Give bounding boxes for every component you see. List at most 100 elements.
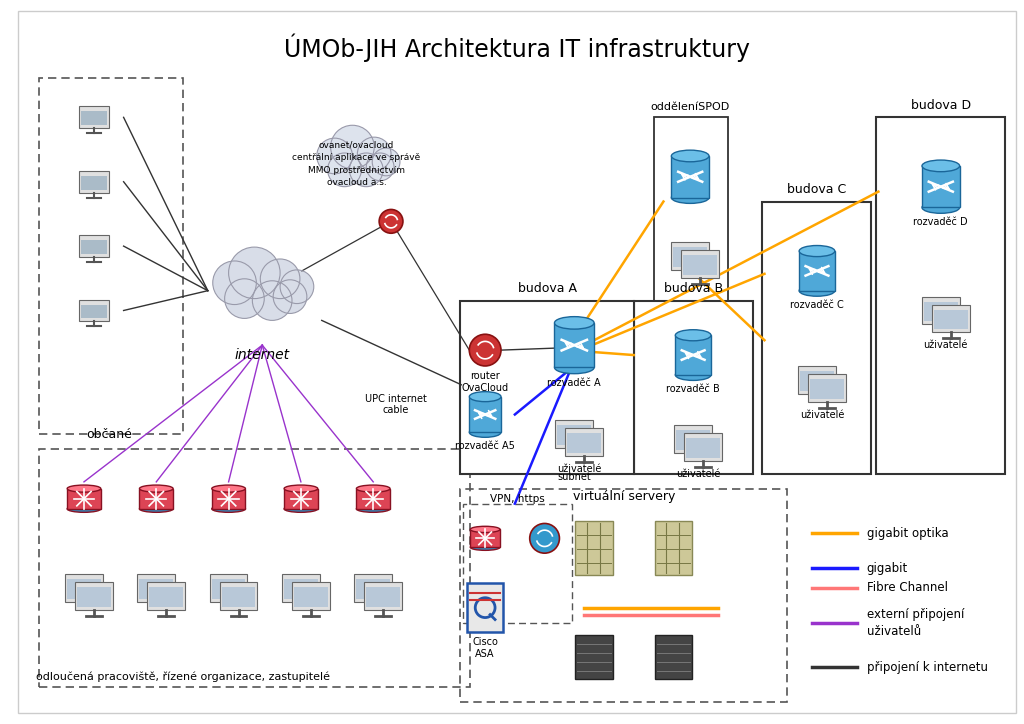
Circle shape (213, 261, 256, 305)
FancyBboxPatch shape (79, 106, 109, 128)
Ellipse shape (469, 392, 501, 402)
FancyBboxPatch shape (675, 426, 712, 453)
FancyBboxPatch shape (469, 397, 501, 432)
Circle shape (328, 153, 361, 187)
FancyBboxPatch shape (68, 489, 100, 509)
FancyBboxPatch shape (79, 235, 109, 257)
Text: ÚMOb-JIH Architektura IT infrastruktury: ÚMOb-JIH Architektura IT infrastruktury (284, 34, 750, 62)
Ellipse shape (676, 329, 711, 341)
FancyBboxPatch shape (367, 587, 400, 607)
Ellipse shape (68, 505, 100, 513)
Ellipse shape (922, 202, 959, 214)
Circle shape (349, 153, 383, 187)
Text: uživatelé: uživatelé (557, 464, 601, 474)
Text: odloučená pracoviště, řízené organizace, zastupitelé: odloučená pracoviště, řízené organizace,… (36, 672, 330, 682)
FancyBboxPatch shape (798, 366, 836, 394)
Text: uživatelé: uživatelé (676, 469, 720, 479)
FancyBboxPatch shape (150, 587, 183, 607)
Ellipse shape (799, 245, 835, 256)
FancyBboxPatch shape (922, 297, 959, 324)
FancyBboxPatch shape (139, 579, 173, 599)
FancyBboxPatch shape (354, 574, 392, 602)
FancyBboxPatch shape (284, 489, 317, 509)
Text: VPN, https: VPN, https (490, 494, 545, 504)
Ellipse shape (139, 485, 173, 492)
FancyBboxPatch shape (284, 579, 317, 599)
Ellipse shape (284, 505, 317, 513)
FancyBboxPatch shape (220, 582, 257, 610)
FancyBboxPatch shape (17, 12, 1016, 712)
Text: ovanet/ovacloud
centřální aplikace ve správě
MMO prostřednictvím
ovacloud a.s.: ovanet/ovacloud centřální aplikace ve sp… (292, 140, 421, 187)
Ellipse shape (139, 505, 173, 513)
FancyBboxPatch shape (282, 574, 319, 602)
Ellipse shape (212, 485, 246, 492)
FancyBboxPatch shape (654, 521, 692, 576)
Ellipse shape (212, 505, 246, 513)
Ellipse shape (799, 285, 835, 296)
Text: budova B: budova B (664, 282, 723, 295)
Text: rozvaděč A5: rozvaděč A5 (456, 442, 515, 451)
Circle shape (273, 279, 307, 313)
FancyBboxPatch shape (554, 323, 594, 368)
FancyBboxPatch shape (763, 201, 871, 474)
FancyBboxPatch shape (365, 582, 402, 610)
FancyBboxPatch shape (139, 489, 173, 509)
FancyBboxPatch shape (653, 117, 728, 300)
FancyBboxPatch shape (684, 434, 722, 461)
FancyBboxPatch shape (924, 302, 957, 321)
Circle shape (469, 334, 501, 366)
Ellipse shape (672, 192, 709, 203)
FancyBboxPatch shape (810, 379, 844, 399)
Circle shape (260, 259, 300, 298)
FancyBboxPatch shape (470, 529, 500, 547)
FancyBboxPatch shape (461, 300, 634, 474)
Text: uživatelé: uživatelé (800, 410, 844, 419)
FancyBboxPatch shape (555, 421, 593, 448)
Text: externí připojení
uživatelů: externí připojení uživatelů (866, 607, 964, 638)
FancyBboxPatch shape (66, 574, 102, 602)
Text: internet: internet (234, 348, 290, 362)
FancyBboxPatch shape (934, 309, 968, 329)
FancyBboxPatch shape (575, 521, 613, 576)
Ellipse shape (356, 505, 390, 513)
FancyBboxPatch shape (683, 255, 717, 275)
FancyBboxPatch shape (75, 582, 113, 610)
FancyBboxPatch shape (147, 582, 185, 610)
FancyBboxPatch shape (81, 240, 106, 254)
Ellipse shape (672, 150, 709, 161)
FancyBboxPatch shape (68, 579, 100, 599)
FancyBboxPatch shape (681, 250, 719, 278)
Text: Cisco
ASA: Cisco ASA (472, 637, 498, 659)
FancyBboxPatch shape (654, 635, 692, 679)
Ellipse shape (470, 526, 500, 533)
Text: Fibre Channel: Fibre Channel (866, 581, 947, 594)
Text: odděleníSPOD: odděleníSPOD (650, 102, 730, 112)
FancyBboxPatch shape (294, 587, 328, 607)
Text: rozvaděč B: rozvaděč B (667, 384, 720, 395)
Text: občané: občané (86, 428, 132, 441)
Text: rozvaděč D: rozvaděč D (913, 217, 968, 227)
FancyBboxPatch shape (672, 242, 709, 270)
Circle shape (331, 125, 374, 169)
FancyBboxPatch shape (79, 171, 109, 193)
FancyBboxPatch shape (77, 587, 111, 607)
Text: subnet: subnet (557, 472, 591, 482)
FancyBboxPatch shape (676, 430, 710, 450)
FancyBboxPatch shape (686, 438, 720, 458)
FancyBboxPatch shape (212, 579, 246, 599)
Circle shape (252, 281, 292, 321)
Circle shape (224, 279, 264, 319)
Circle shape (281, 270, 313, 303)
Text: budova D: budova D (910, 99, 971, 112)
Ellipse shape (469, 427, 501, 437)
Ellipse shape (284, 485, 317, 492)
Ellipse shape (68, 485, 100, 492)
FancyBboxPatch shape (221, 587, 255, 607)
FancyBboxPatch shape (877, 117, 1006, 474)
FancyBboxPatch shape (922, 166, 959, 208)
FancyBboxPatch shape (932, 305, 970, 332)
Circle shape (529, 523, 559, 553)
Text: virtuální servery: virtuální servery (572, 490, 675, 503)
Ellipse shape (470, 544, 500, 550)
FancyBboxPatch shape (565, 429, 603, 456)
